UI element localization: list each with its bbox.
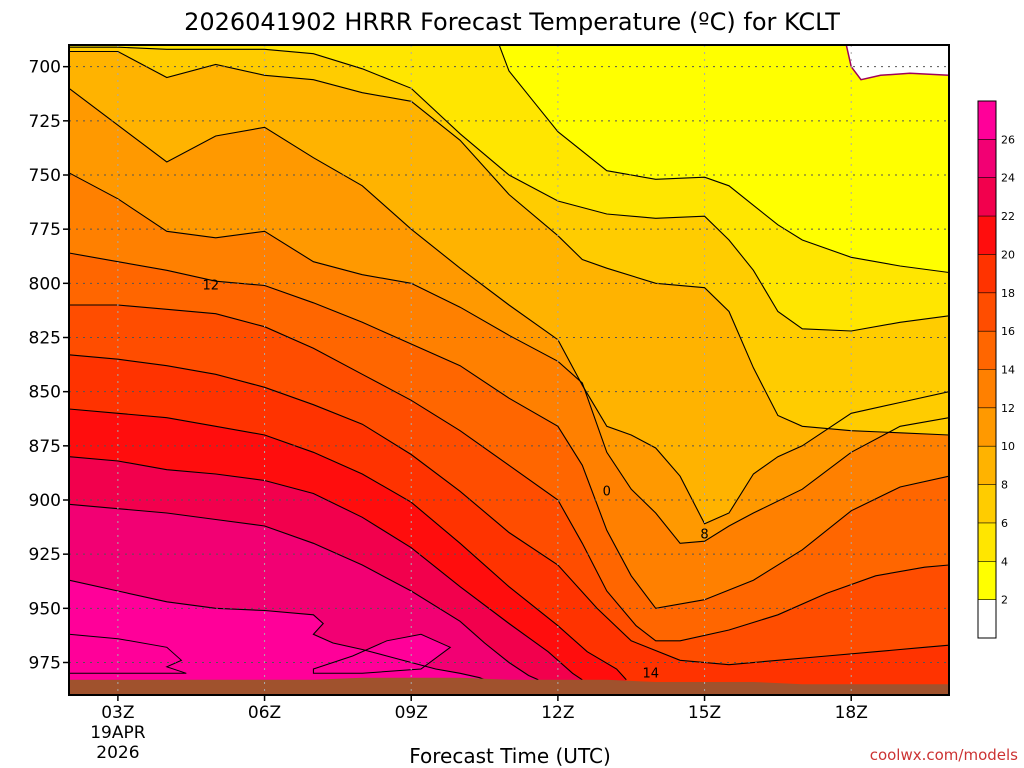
x-tick-label: 19APR [90,723,146,743]
isotherm-line [845,45,949,81]
colorbar-swatch [978,101,996,140]
colorbar-tick-label: 12 [1001,402,1015,415]
x-tick-label: 2026 [96,743,139,763]
colorbar-tick-label: 20 [1001,248,1015,261]
colorbar-tick-label: 2 [1001,594,1008,607]
isotherm-line [69,503,539,681]
x-axis-label: Forecast Time (UTC) [409,744,611,768]
band-fill [846,45,949,80]
isotherm-line [69,172,949,544]
isotherm-line [69,456,583,681]
colorbar-tick-label: 26 [1001,133,1015,146]
isotherm-line [69,408,627,681]
colorbar-swatch [978,254,996,293]
y-tick-label: 775 [29,220,61,240]
ground [69,677,949,695]
colorbar-tick-label: 10 [1001,440,1015,453]
x-tick-label: 18Z [835,703,868,723]
plot-area: 12 8 0 14 [69,45,949,695]
colorbar-swatch [978,407,996,447]
colorbar-tick-label: 14 [1001,364,1015,377]
chart-title: 2026041902 HRRR Forecast Temperature (ºC… [184,8,840,36]
colorbar-tick-label: 16 [1001,325,1015,338]
contour-label: 14 [643,666,660,681]
colorbar-tick-label: 24 [1001,172,1015,185]
colorbar-swatch [978,292,996,332]
isotherm-line [69,304,949,642]
y-tick-label: 875 [29,437,61,457]
plot-frame [68,44,950,696]
colorbar-tick-label: 18 [1001,287,1015,300]
band-fill [499,45,949,273]
y-tick-label: 900 [29,491,61,511]
y-tick-label: 825 [29,329,61,349]
y-tick-label: 725 [29,112,61,132]
y-tick-label: 800 [29,274,61,294]
y-tick-label: 850 [29,383,61,403]
colorbar-swatch [978,561,996,600]
y-tick-label: 750 [29,166,61,186]
contour-label: 0 [603,484,611,499]
colorbar-swatch [978,139,996,178]
isotherm-line [69,50,949,436]
colorbar-tick-label: 22 [1001,210,1015,223]
contour-label: 8 [700,528,708,543]
colorbar-tick-label: 4 [1001,555,1008,568]
y-tick-label: 700 [29,58,61,78]
colorbar-swatch [978,484,996,523]
isotherm-line [69,87,949,525]
y-tick-label: 975 [29,654,61,674]
colorbar-swatch [978,522,996,562]
isotherm-line [498,45,949,274]
colorbar-swatch [978,331,996,370]
contour-label: 12 [203,279,220,294]
colorbar-swatch [978,216,996,255]
isotherm-line [69,579,485,681]
y-tick-label: 925 [29,545,61,565]
x-tick-label: 15Z [688,703,721,723]
x-tick-label: 12Z [541,703,574,723]
filled-contours [69,45,949,695]
y-tick-label: 950 [29,599,61,619]
x-tick-label: 03Z [101,703,134,723]
isotherm-line [69,252,949,609]
isotherm-line [69,354,949,666]
credit-text: coolwx.com/models [870,746,1018,764]
warm-pocket [69,633,187,674]
colorbar-swatch [978,177,996,217]
x-tick-label: 09Z [395,703,428,723]
colorbar-swatch [978,599,996,638]
axes: 70072575077580082585087590092595097503Z1… [29,44,950,763]
colorbar-swatch [978,446,996,485]
colorbar-tick-label: 8 [1001,479,1008,492]
colorbar-swatch [978,369,996,408]
x-tick-label: 06Z [248,703,281,723]
colorbar-tick-label: 6 [1001,517,1008,530]
